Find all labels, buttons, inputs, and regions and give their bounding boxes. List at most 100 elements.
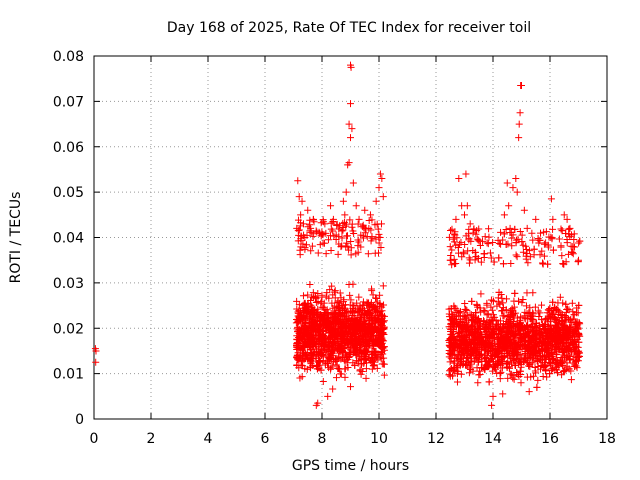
data-point xyxy=(540,353,548,361)
data-point xyxy=(511,341,519,349)
data-point xyxy=(350,330,358,338)
data-point xyxy=(368,234,376,242)
data-point xyxy=(380,343,388,351)
data-point xyxy=(294,312,302,320)
data-point xyxy=(527,315,535,323)
data-point xyxy=(301,331,309,339)
data-point xyxy=(353,314,361,322)
data-point xyxy=(446,316,454,324)
data-point xyxy=(523,310,531,318)
data-point xyxy=(560,211,568,219)
data-point xyxy=(375,341,383,349)
data-point xyxy=(513,349,521,357)
data-point xyxy=(454,330,462,338)
data-point xyxy=(565,327,573,335)
data-point xyxy=(293,361,301,369)
data-point xyxy=(368,332,376,340)
data-point xyxy=(537,329,545,337)
data-point xyxy=(482,354,490,362)
data-point xyxy=(306,341,314,349)
data-point xyxy=(495,348,503,356)
data-point xyxy=(480,250,488,258)
data-point xyxy=(349,227,357,235)
data-point xyxy=(558,317,566,325)
data-point xyxy=(528,359,536,367)
data-point xyxy=(301,234,309,241)
data-point xyxy=(325,364,333,372)
data-point xyxy=(457,238,465,246)
data-point xyxy=(312,343,320,351)
data-point xyxy=(299,292,307,300)
data-point xyxy=(379,326,387,334)
data-point xyxy=(449,366,457,374)
data-point xyxy=(510,375,518,383)
data-point xyxy=(525,336,533,344)
data-point xyxy=(298,373,306,381)
data-point xyxy=(319,327,327,335)
data-point xyxy=(355,215,363,223)
data-point xyxy=(560,260,568,268)
data-point xyxy=(298,197,306,205)
data-point xyxy=(513,188,521,196)
data-point xyxy=(306,320,314,328)
data-point xyxy=(329,215,337,223)
data-point xyxy=(539,339,547,347)
axis-ticks: 0 2 4 6 8 10 12 14 16 18 0 0.01 0.02 0.03 0.04 0.05 0.06… xyxy=(53,49,616,447)
y-tick-label: 0.04 xyxy=(53,231,84,247)
data-point xyxy=(348,315,356,323)
data-point xyxy=(513,369,521,377)
y-tick-label: 0.02 xyxy=(53,321,84,337)
data-point xyxy=(558,371,566,379)
data-point xyxy=(536,236,544,244)
data-point xyxy=(487,303,495,311)
data-point xyxy=(329,385,337,393)
data-point xyxy=(367,333,375,341)
data-point xyxy=(568,299,576,307)
data-point xyxy=(339,226,347,234)
data-point xyxy=(575,239,583,247)
data-point xyxy=(457,357,465,365)
data-point xyxy=(320,239,328,247)
data-point xyxy=(558,227,566,235)
data-point xyxy=(539,372,547,380)
data-point xyxy=(497,368,505,376)
data-point xyxy=(563,334,571,342)
data-point xyxy=(333,330,341,338)
y-tick-label: 0.01 xyxy=(53,367,84,383)
data-point xyxy=(529,289,537,297)
data-point xyxy=(512,361,520,369)
data-point xyxy=(336,289,344,297)
data-point xyxy=(564,305,572,313)
data-point xyxy=(463,202,471,210)
data-point xyxy=(336,370,344,378)
data-point xyxy=(487,254,495,262)
data-point xyxy=(454,362,462,370)
data-point xyxy=(489,297,497,305)
data-point xyxy=(293,332,301,340)
data-point xyxy=(299,329,307,337)
data-point xyxy=(508,234,516,242)
data-point xyxy=(352,202,360,210)
data-point xyxy=(517,363,525,371)
data-point xyxy=(361,320,369,328)
data-point xyxy=(300,300,308,308)
data-point xyxy=(562,300,570,308)
x-tick-label: 8 xyxy=(318,431,327,447)
y-tick-label: 0.03 xyxy=(53,276,84,292)
data-point xyxy=(461,306,469,314)
data-point xyxy=(370,362,378,370)
data-point xyxy=(327,202,335,210)
data-point xyxy=(343,239,351,247)
data-point xyxy=(375,184,383,192)
data-point xyxy=(492,365,500,373)
data-point xyxy=(477,290,485,298)
data-point xyxy=(503,324,511,332)
data-point xyxy=(447,251,455,259)
data-point xyxy=(559,299,567,307)
data-point xyxy=(536,309,544,317)
data-point xyxy=(341,211,349,219)
data-point xyxy=(328,299,336,307)
data-point xyxy=(374,350,382,358)
data-point xyxy=(499,260,507,268)
data-point xyxy=(448,246,456,254)
